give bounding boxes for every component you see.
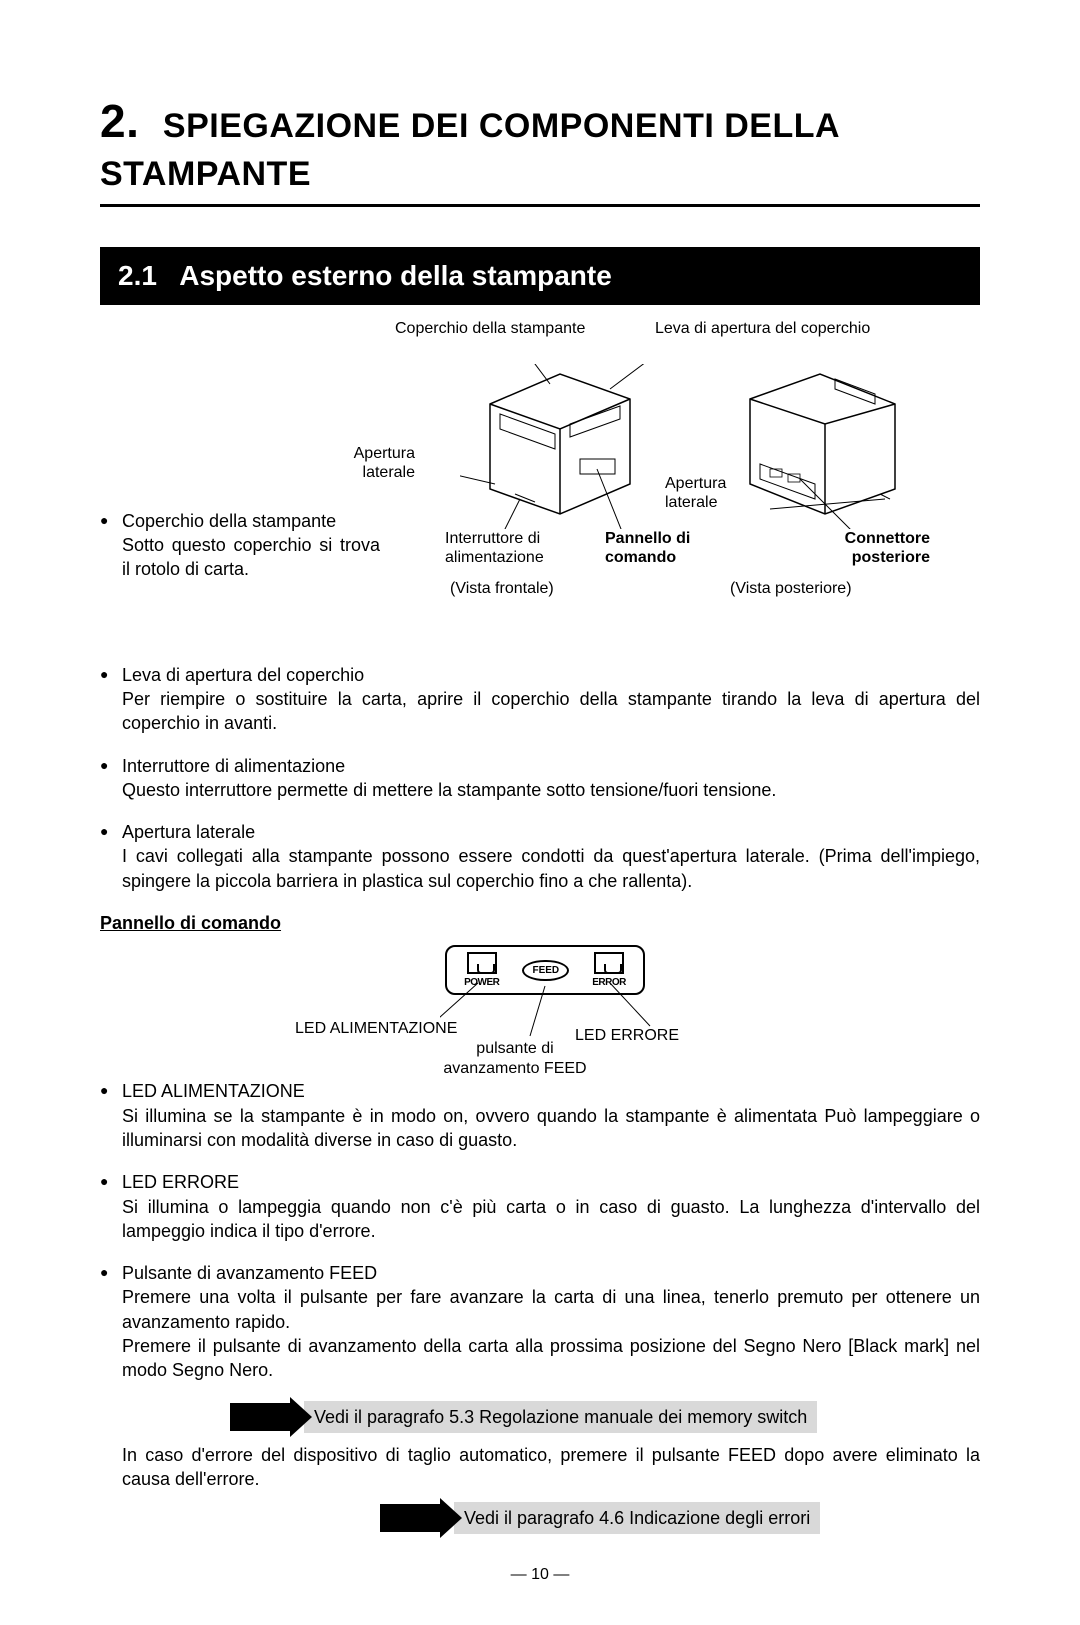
- arrow-icon: [380, 1504, 440, 1532]
- bullet-body: Questo interruttore permette di mettere …: [100, 778, 980, 802]
- bullet-led-err: LED ERRORE Si illumina o lampeggia quand…: [100, 1170, 980, 1243]
- bullet-head: LED ALIMENTAZIONE: [100, 1079, 980, 1103]
- label-apertura-rear: Apertura laterale: [665, 474, 726, 512]
- bullet-body: Premere una volta il pulsante per fare a…: [100, 1285, 980, 1382]
- bullet-apertura: Apertura laterale I cavi collegati alla …: [100, 820, 980, 893]
- bullet-head: Leva di apertura del coperchio: [100, 663, 980, 687]
- printer-rear-svg: [720, 364, 920, 529]
- bullet-body: Per riempire o sostituire la carta, apri…: [100, 687, 980, 736]
- label-apertura-front: Apertura laterale: [325, 444, 415, 482]
- label-vista-rear: (Vista posteriore): [730, 579, 852, 598]
- label-pannello: Pannello di comando: [605, 529, 690, 567]
- section-title: Aspetto esterno della stampante: [179, 260, 612, 291]
- label-vista-front: (Vista frontale): [450, 579, 554, 598]
- bullet-head: LED ERRORE: [100, 1170, 980, 1194]
- reference-text: Vedi il paragrafo 5.3 Regolazione manual…: [304, 1401, 817, 1433]
- label-feed-caption: pulsante di avanzamento FEED: [435, 1039, 595, 1077]
- bullet-head: Apertura laterale: [100, 820, 980, 844]
- printer-front-svg: [460, 364, 660, 529]
- chapter-title: 2. SPIEGAZIONE DEI COMPONENTI DELLA STAM…: [100, 90, 980, 207]
- label-connettore: Connettore posteriore: [820, 529, 930, 567]
- section-title-bar: 2.1 Aspetto esterno della stampante: [100, 247, 980, 305]
- bullet-feed: Pulsante di avanzamento FEED Premere una…: [100, 1261, 980, 1382]
- figure-printer-views: Coperchio della stampante Leva di apertu…: [100, 319, 980, 619]
- chapter-number: 2.: [100, 95, 139, 147]
- label-interruttore: Interruttore di alimentazione: [445, 529, 544, 567]
- bullet-body: Si illumina se la stampante è in modo on…: [100, 1104, 980, 1153]
- bullet-leva: Leva di apertura del coperchio Per riemp…: [100, 663, 980, 736]
- reference-row-1: Vedi il paragrafo 5.3 Regolazione manual…: [230, 1401, 980, 1433]
- bullet-body: Si illumina o lampeggia quando non c'è p…: [100, 1195, 980, 1244]
- bullet-head: Coperchio della stampante: [100, 509, 380, 533]
- control-panel-diagram: POWER FEED ERROR LED ALIMENTAZIONE LED E…: [100, 941, 980, 1071]
- section-number: 2.1: [118, 260, 157, 291]
- bullet-head: Interruttore di alimentazione: [100, 754, 980, 778]
- page-number: — 10 —: [100, 1564, 980, 1586]
- after-ref1-text: In caso d'errore del dispositivo di tagl…: [100, 1443, 980, 1492]
- bullet-led-alim: LED ALIMENTAZIONE Si illumina se la stam…: [100, 1079, 980, 1152]
- label-leva: Leva di apertura del coperchio: [655, 319, 870, 338]
- label-led-alim: LED ALIMENTAZIONE: [295, 1019, 457, 1038]
- bullet-body: I cavi collegati alla stampante possono …: [100, 844, 980, 893]
- bullet-head: Pulsante di avanzamento FEED: [100, 1261, 980, 1285]
- bullet-interruttore: Interruttore di alimentazione Questo int…: [100, 754, 980, 803]
- panel-title: Pannello di comando: [100, 911, 980, 935]
- label-coperchio: Coperchio della stampante: [395, 319, 585, 338]
- arrow-icon: [230, 1403, 290, 1431]
- chapter-text: SPIEGAZIONE DEI COMPONENTI DELLA STAMPAN…: [100, 107, 839, 193]
